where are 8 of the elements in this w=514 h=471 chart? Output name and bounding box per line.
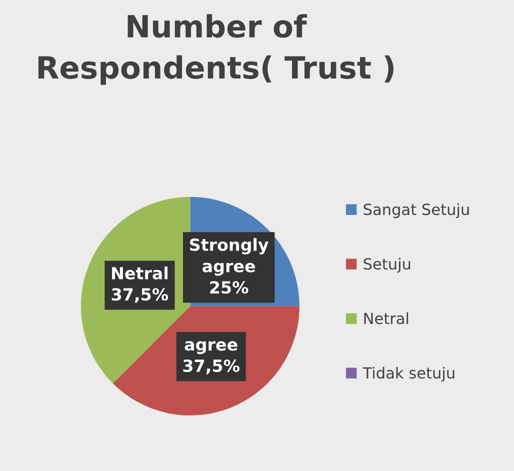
legend-label: Sangat Setuju (364, 203, 469, 218)
legend-label: Tidak setuju (362, 366, 454, 382)
chart-title: Number of Respondents( Trust ) (38, 14, 394, 85)
legend-label: Setuju (364, 258, 410, 273)
data-label: Netral 37,5% (112, 266, 168, 303)
data-label: Strongly agree 25% (190, 238, 269, 294)
data-label: agree 37,5% (183, 341, 240, 374)
legend-label: Netral (364, 312, 408, 324)
